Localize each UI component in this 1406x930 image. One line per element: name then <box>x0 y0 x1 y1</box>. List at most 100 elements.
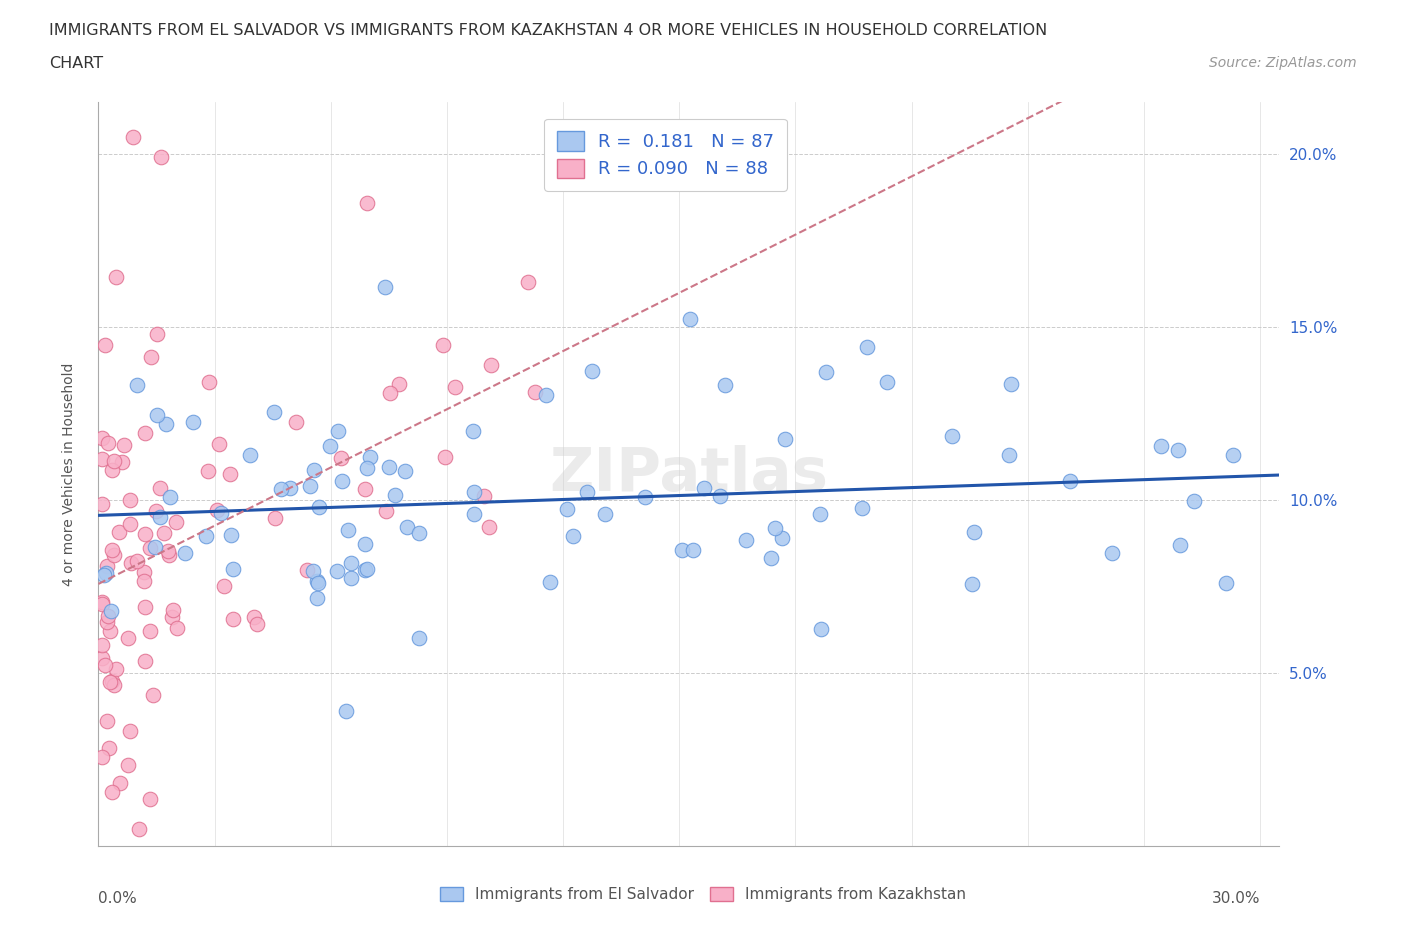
Point <box>682 542 704 557</box>
Point <box>1222 448 1244 463</box>
Point <box>461 423 484 438</box>
Point <box>118 517 141 532</box>
Point <box>162 609 184 624</box>
Point <box>104 662 127 677</box>
Point <box>998 447 1021 462</box>
Point <box>517 274 540 289</box>
Point <box>142 687 165 702</box>
Point <box>387 377 409 392</box>
Point <box>94 565 117 580</box>
Point <box>319 438 342 453</box>
Point <box>218 467 240 482</box>
Point <box>100 675 122 690</box>
Point <box>101 462 124 477</box>
Point <box>301 564 323 578</box>
Point <box>108 776 131 790</box>
Point <box>374 503 396 518</box>
Point <box>408 631 430 646</box>
Point <box>91 637 114 652</box>
Point <box>103 547 125 562</box>
Point <box>132 565 155 579</box>
Point <box>759 551 782 565</box>
Point <box>763 521 786 536</box>
Point <box>100 784 122 799</box>
Point <box>120 555 142 570</box>
Point <box>356 561 378 576</box>
Point <box>538 575 561 590</box>
Point <box>104 270 127 285</box>
Legend: R =  0.181   N = 87, R = 0.090   N = 88: R = 0.181 N = 87, R = 0.090 N = 88 <box>544 119 787 191</box>
Point <box>162 602 184 617</box>
Point <box>593 507 616 522</box>
Point <box>125 377 148 392</box>
Point <box>125 553 148 568</box>
Point <box>159 489 181 504</box>
Point <box>91 596 114 611</box>
Point <box>128 821 150 836</box>
Point <box>536 388 558 403</box>
Point <box>132 573 155 588</box>
Point <box>295 563 318 578</box>
Text: Source: ZipAtlas.com: Source: ZipAtlas.com <box>1209 56 1357 70</box>
Point <box>122 129 145 144</box>
Point <box>97 741 120 756</box>
Point <box>270 481 292 496</box>
Point <box>941 428 963 443</box>
Point <box>478 520 501 535</box>
Point <box>329 451 352 466</box>
Point <box>198 375 221 390</box>
Point <box>876 375 898 390</box>
Point <box>197 463 219 478</box>
Point <box>94 658 117 672</box>
Point <box>149 481 172 496</box>
Point <box>408 525 430 540</box>
Point <box>302 462 325 477</box>
Point <box>463 485 485 499</box>
Point <box>1059 473 1081 488</box>
Point <box>307 575 329 590</box>
Point <box>353 482 375 497</box>
Point <box>194 529 217 544</box>
Point <box>384 487 406 502</box>
Point <box>851 500 873 515</box>
Point <box>1000 377 1022 392</box>
Point <box>120 493 142 508</box>
Point <box>263 405 285 419</box>
Point <box>713 378 735 392</box>
Legend: Immigrants from El Salvador, Immigrants from Kazakhstan: Immigrants from El Salvador, Immigrants … <box>434 881 972 909</box>
Point <box>149 149 172 164</box>
Point <box>103 678 125 693</box>
Point <box>380 386 402 401</box>
Point <box>562 528 585 543</box>
Point <box>474 489 496 504</box>
Point <box>138 791 160 806</box>
Point <box>117 631 139 645</box>
Point <box>111 455 134 470</box>
Point <box>810 621 832 636</box>
Point <box>354 537 377 551</box>
Point <box>434 450 457 465</box>
Point <box>1168 538 1191 552</box>
Point <box>205 502 228 517</box>
Point <box>808 507 831 522</box>
Point <box>960 577 983 591</box>
Point <box>444 379 467 394</box>
Point <box>91 452 114 467</box>
Point <box>1215 576 1237 591</box>
Point <box>814 365 837 379</box>
Point <box>96 558 118 573</box>
Point <box>298 479 321 494</box>
Point <box>1182 494 1205 509</box>
Point <box>112 437 135 452</box>
Point <box>103 454 125 469</box>
Point <box>336 523 359 538</box>
Point <box>222 561 245 576</box>
Point <box>174 546 197 561</box>
Point <box>219 527 242 542</box>
Point <box>280 481 302 496</box>
Point <box>378 459 401 474</box>
Point <box>634 489 657 504</box>
Point <box>394 464 416 479</box>
Point <box>118 724 141 738</box>
Point <box>222 611 245 626</box>
